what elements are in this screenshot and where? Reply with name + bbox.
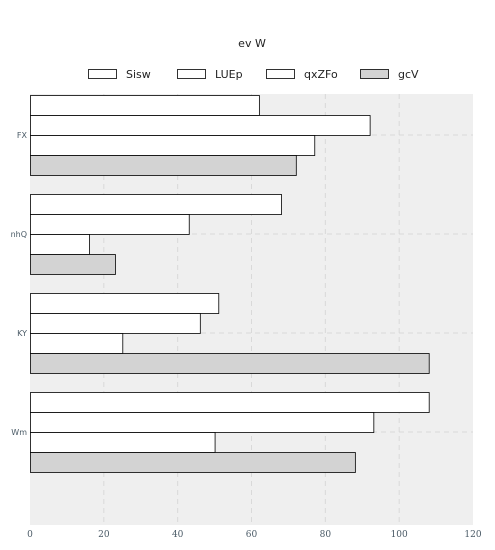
bar [30,194,282,215]
x-tick-label: 40 [172,530,184,540]
bar [30,155,297,176]
bar [30,313,201,334]
bar [30,95,260,116]
bar [30,135,316,156]
legend-label: qxZFo [304,68,338,81]
chart-title: ev W [238,37,266,50]
bars [30,95,430,473]
y-tick-label: Wm [11,428,27,437]
bar [30,254,116,275]
bar [30,293,220,314]
legend: Sisw LUEp qxZFo gcV [88,68,419,81]
bar [30,353,430,374]
x-tick-label: 20 [98,530,110,540]
bar [30,392,430,413]
bar [30,432,216,453]
x-tick-label: 120 [464,530,481,540]
legend-label: Sisw [126,68,151,81]
legend-label: gcV [398,68,419,81]
y-tick-label: KY [17,329,27,338]
bar [30,115,371,136]
x-tick-label: 80 [320,530,332,540]
x-tick-label: 60 [246,530,258,540]
bar [30,214,190,235]
legend-swatch [360,69,389,79]
x-axis-ticks: 0 20 40 60 80 100 120 [27,530,482,540]
y-tick-label: FX [17,131,28,140]
bar [30,234,90,255]
legend-swatch [88,69,117,79]
legend-swatch [266,69,295,79]
y-tick-label: nhQ [11,230,27,239]
y-axis-ticks: FX nhQ KY Wm [11,131,28,437]
x-tick-label: 0 [27,530,33,540]
bar [30,412,375,433]
x-tick-label: 100 [391,530,408,540]
legend-swatch [177,69,206,79]
bar [30,452,356,473]
bar [30,333,124,354]
legend-label: LUEp [215,68,243,81]
